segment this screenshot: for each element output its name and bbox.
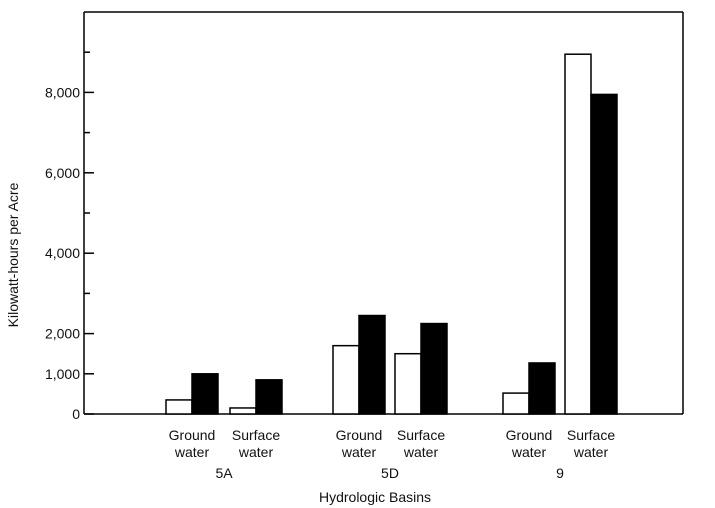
group-label-line2: water (511, 444, 547, 460)
group-label-line2: water (573, 444, 609, 460)
bar-open (229, 407, 257, 415)
y-tick-label: 2,000 (45, 326, 80, 342)
bar-open (502, 392, 530, 415)
bar-solid (528, 362, 556, 415)
group-label-line1: Surface (567, 427, 615, 443)
y-tick-label: 4,000 (45, 245, 80, 261)
bar-open (332, 344, 360, 415)
x-labels: GroundwaterSurfacewater5AGroundwaterSurf… (169, 427, 616, 481)
group-label-line1: Ground (336, 427, 383, 443)
bar-solid (358, 314, 386, 415)
bar-open (564, 53, 592, 415)
bar-solid (191, 373, 219, 415)
bar-solid (255, 379, 283, 415)
y-tick-label: 1,000 (45, 366, 80, 382)
group-label-line2: water (238, 444, 274, 460)
group-label-line1: Ground (169, 427, 216, 443)
y-ticks: 0 1,000 2,000 4,000 6,000 8,000 (45, 51, 94, 422)
bar-solid (590, 93, 618, 415)
y-tick-label: 0 (72, 406, 80, 422)
group-label-line1: Ground (506, 427, 553, 443)
bars (165, 53, 618, 415)
group-label-line1: Surface (232, 427, 280, 443)
y-tick-label: 6,000 (45, 165, 80, 181)
group-label-line1: Surface (397, 427, 445, 443)
bar-open (165, 399, 193, 415)
bar-open (394, 352, 422, 415)
y-tick-label: 8,000 (45, 84, 80, 100)
group-label-line2: water (403, 444, 439, 460)
x-axis-label: Hydrologic Basins (319, 489, 431, 505)
group-label-line2: water (174, 444, 210, 460)
basin-label: 5A (215, 465, 233, 481)
basin-label: 9 (556, 465, 564, 481)
bar-solid (420, 322, 448, 415)
y-axis-label: Kilowatt-hours per Acre (5, 182, 21, 327)
basin-label: 5D (381, 465, 399, 481)
group-label-line2: water (341, 444, 377, 460)
